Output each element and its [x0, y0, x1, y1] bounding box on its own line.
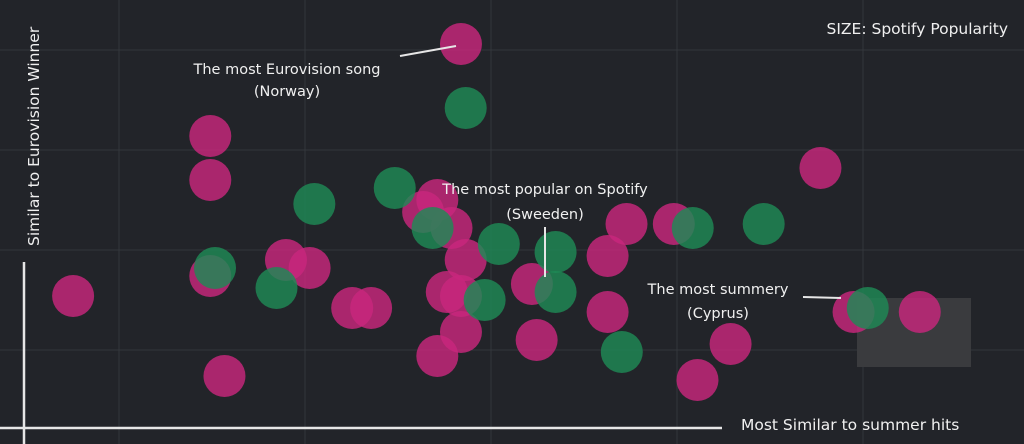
green-data-point: [411, 207, 454, 249]
pink-data-point: [288, 247, 331, 289]
x-axis-label: Most Similar to summer hits: [741, 416, 959, 434]
pink-data-point: [189, 159, 232, 201]
pink-data-point: [444, 239, 487, 281]
pink-data-point: [439, 23, 482, 65]
annotation-norway-title: The most Eurovision song: [193, 62, 381, 78]
pink-data-point: [799, 147, 842, 189]
pink-data-point: [586, 235, 629, 277]
data-points: [52, 23, 941, 401]
pink-data-point: [605, 203, 648, 245]
green-data-point: [293, 183, 336, 225]
pink-data-point: [515, 319, 558, 361]
annotation-cyprus-country: (Cyprus): [687, 306, 749, 322]
green-data-point: [534, 231, 577, 273]
annotation-norway-country: (Norway): [254, 84, 320, 100]
green-data-point: [671, 207, 714, 249]
pink-data-point: [350, 287, 393, 329]
pink-data-point: [898, 291, 941, 333]
green-data-point: [534, 271, 577, 313]
annotation-sweden-title: The most popular on Spotify: [441, 182, 648, 198]
size-legend: SIZE: Spotify Popularity: [827, 20, 1008, 38]
y-axis-label: Similar to Eurovision Winner: [25, 26, 43, 246]
pink-data-point: [52, 275, 95, 317]
pink-data-point: [709, 323, 752, 365]
annotation-cyprus-title: The most summery: [647, 282, 789, 298]
green-data-point: [194, 247, 237, 289]
green-data-point: [444, 87, 487, 129]
green-data-point: [600, 331, 643, 373]
green-data-point: [373, 167, 416, 209]
green-data-point: [463, 279, 506, 321]
pink-data-point: [203, 355, 246, 397]
green-data-point: [477, 223, 520, 265]
annotation-norway-pointer: [399, 45, 457, 57]
pink-data-point: [439, 311, 482, 353]
annotation-cyprus-pointer: [802, 296, 842, 299]
green-data-point: [742, 203, 785, 245]
pink-data-point: [189, 115, 232, 157]
green-data-point: [255, 267, 298, 309]
pink-data-point: [586, 291, 629, 333]
green-data-point: [846, 287, 889, 329]
annotation-sweden-country: (Sweeden): [506, 207, 584, 223]
pink-data-point: [676, 359, 719, 401]
